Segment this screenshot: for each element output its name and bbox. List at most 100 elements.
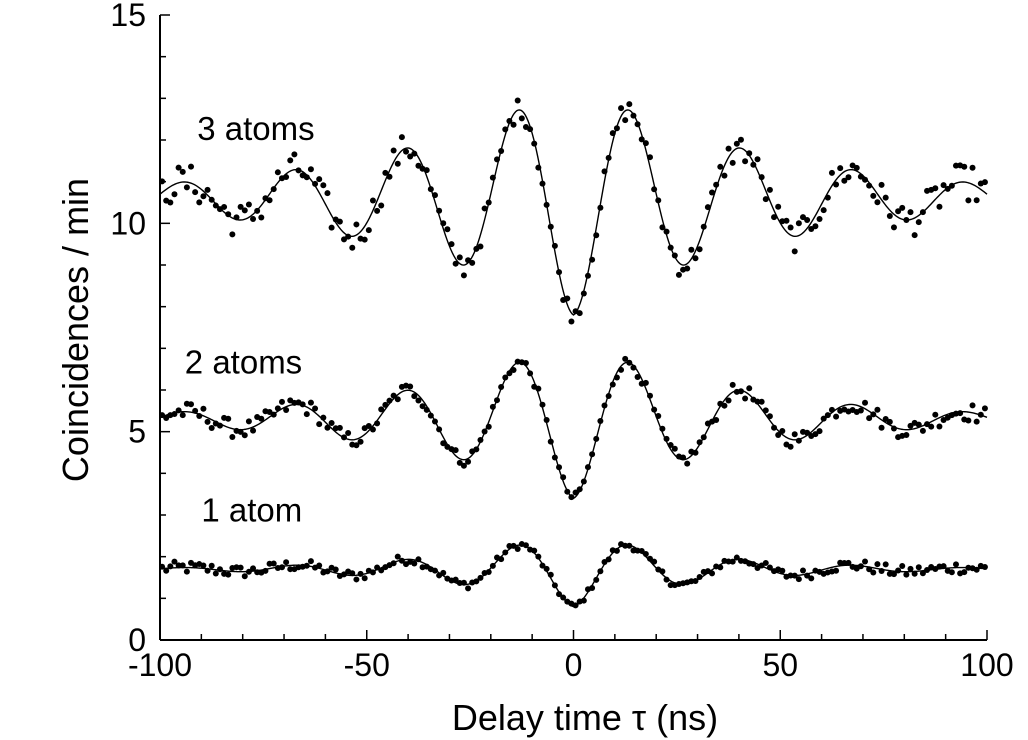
data-point [618, 366, 625, 373]
data-point [833, 567, 840, 574]
data-point [188, 163, 195, 170]
data-point [622, 355, 629, 362]
data-point [965, 417, 972, 424]
data-point [845, 174, 852, 181]
data-point [626, 542, 633, 549]
data-point [485, 569, 492, 575]
data-point [547, 438, 554, 445]
data-point [911, 232, 918, 239]
data-point [250, 427, 257, 434]
data-point [539, 401, 546, 408]
data-point [750, 161, 757, 168]
data-point [684, 265, 691, 272]
data-point [948, 569, 955, 576]
data-point [324, 568, 331, 575]
data-point [874, 561, 881, 568]
data-point [241, 207, 248, 214]
data-point [489, 174, 496, 181]
data-point [216, 566, 223, 573]
data-point [212, 202, 219, 209]
data-point [159, 563, 166, 570]
data-point [692, 577, 699, 584]
data-point [332, 566, 339, 573]
data-point [477, 243, 484, 250]
data-point [394, 553, 401, 560]
data-point [932, 411, 939, 418]
data-point [564, 488, 571, 495]
data-point [200, 562, 207, 569]
data-point [713, 181, 720, 188]
data-point [245, 568, 252, 575]
data-point [866, 566, 873, 573]
data-point [642, 140, 649, 147]
x-tick-label: 50 [762, 647, 798, 683]
data-point [638, 547, 645, 554]
data-point [862, 176, 869, 183]
data-point [675, 271, 682, 278]
data-point [303, 411, 310, 418]
data-point [961, 163, 968, 170]
data-point [886, 418, 893, 425]
data-point [378, 202, 385, 209]
data-point [316, 421, 323, 428]
data-point [717, 163, 724, 170]
data-point [870, 192, 877, 199]
data-point [808, 575, 815, 582]
data-point [258, 415, 265, 422]
data-point [688, 246, 695, 253]
x-tick-label: 100 [960, 647, 1013, 683]
data-point [378, 406, 385, 413]
data-point [208, 562, 215, 569]
data-point [192, 407, 199, 414]
data-point [498, 147, 505, 154]
data-point [522, 360, 529, 367]
data-point [547, 223, 554, 230]
data-point [957, 410, 964, 417]
data-point [622, 542, 629, 549]
data-point [899, 204, 906, 211]
data-point [866, 415, 873, 422]
data-point [899, 563, 906, 570]
y-tick-label: 0 [128, 622, 146, 658]
data-point [469, 259, 476, 266]
data-point [299, 401, 306, 408]
data-point [754, 156, 761, 163]
data-point [609, 130, 616, 137]
data-point [175, 407, 182, 414]
data-point [196, 413, 203, 420]
data-point [613, 547, 620, 554]
data-point [200, 193, 207, 200]
data-point [605, 154, 612, 161]
data-point [837, 165, 844, 172]
data-point [684, 460, 691, 467]
data-point [791, 431, 798, 438]
fit-curve-2 [159, 361, 988, 500]
data-point [535, 553, 542, 560]
data-point [287, 157, 294, 164]
data-point [944, 185, 951, 192]
data-point [634, 373, 641, 380]
data-point [787, 443, 794, 450]
data-point [436, 207, 443, 214]
data-point [382, 169, 389, 176]
data-point [357, 438, 364, 445]
data-point [419, 403, 426, 410]
x-tick-label: -100 [128, 647, 192, 683]
data-point [820, 415, 827, 422]
data-point [283, 174, 290, 181]
data-point [237, 203, 244, 210]
data-point [642, 379, 649, 386]
data-point [560, 474, 567, 481]
data-point [709, 189, 716, 196]
data-point [870, 411, 877, 418]
data-point [911, 570, 918, 577]
data-point [212, 570, 219, 577]
data-point [489, 562, 496, 569]
data-point [283, 407, 290, 414]
data-point [824, 194, 831, 201]
data-point [386, 173, 393, 180]
data-point [742, 395, 749, 402]
data-point [361, 575, 368, 582]
data-point [903, 217, 910, 223]
